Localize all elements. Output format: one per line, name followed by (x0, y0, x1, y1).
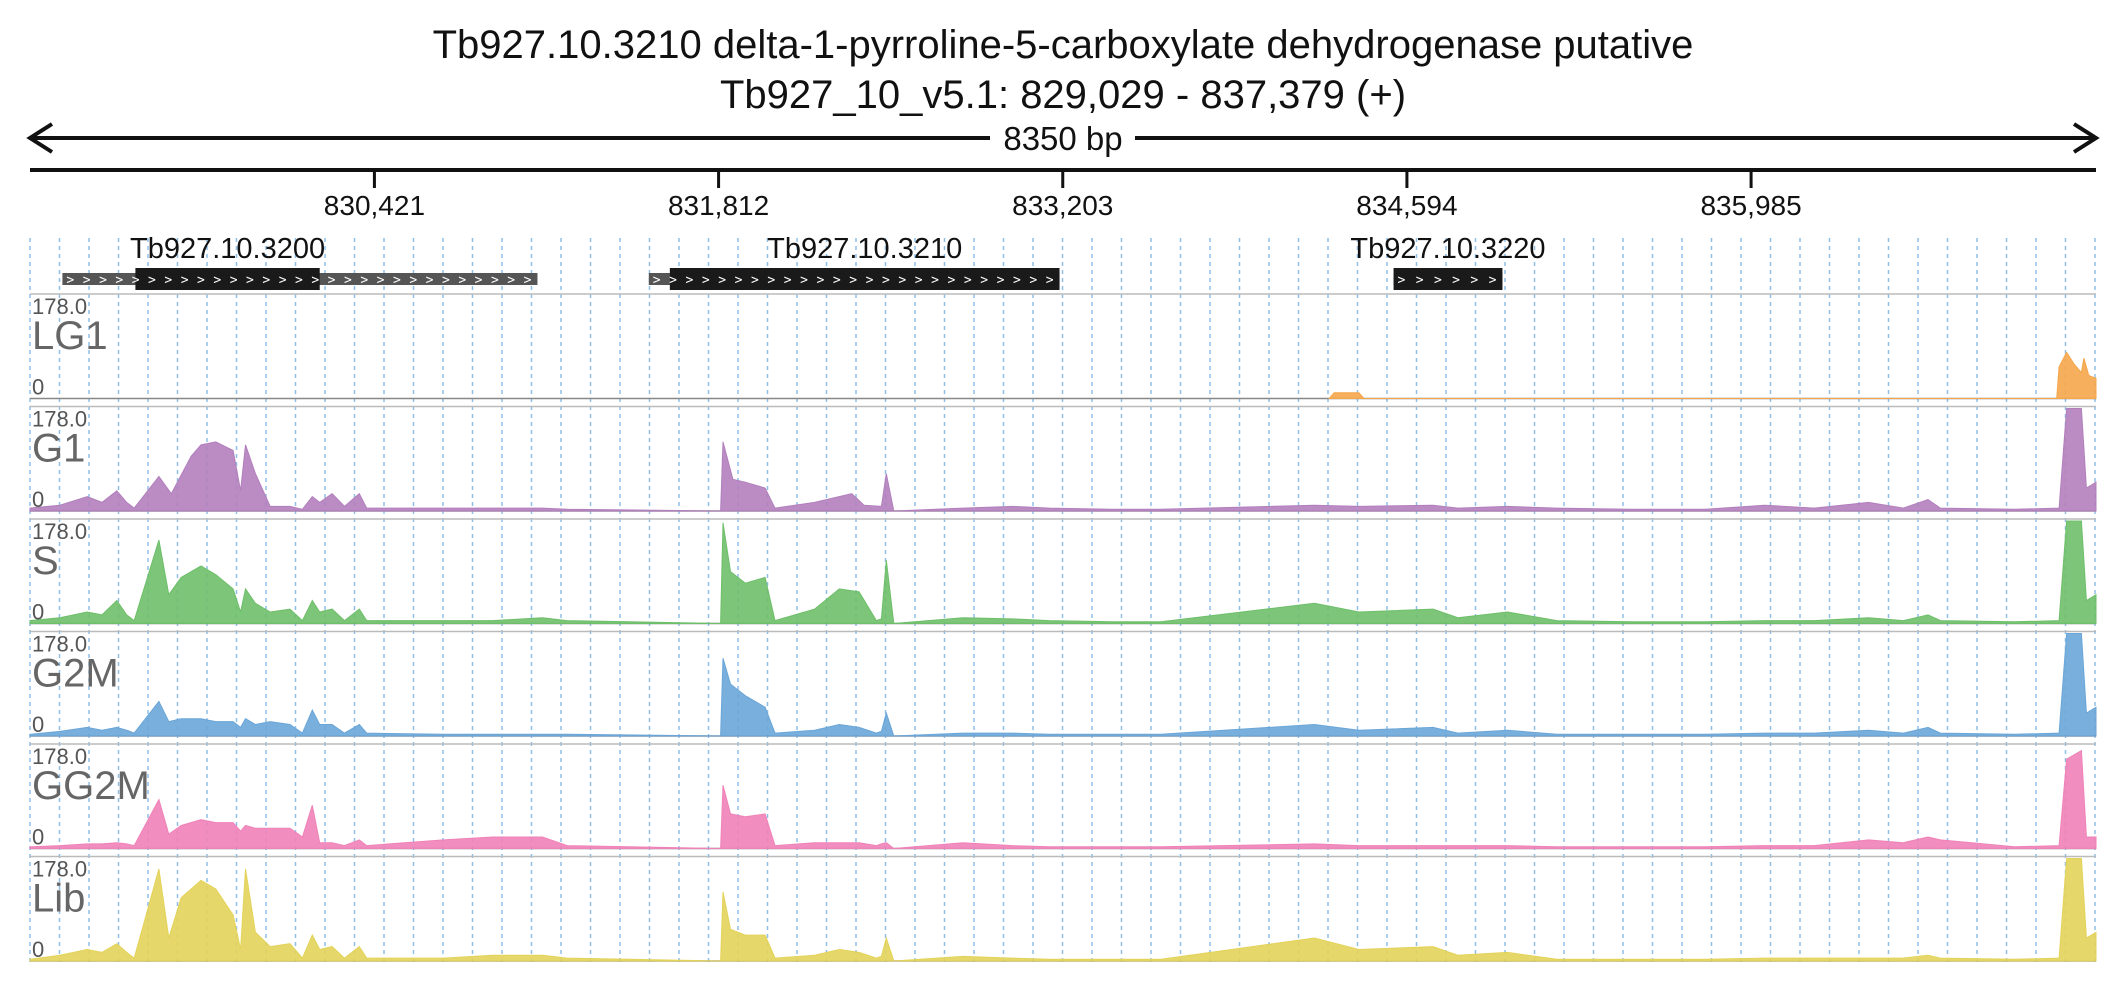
arrow-left-head (26, 122, 54, 154)
track-min-label: 0 (32, 600, 44, 625)
track-name: Lib (32, 877, 85, 921)
ruler-tick-label: 830,421 (324, 190, 425, 221)
gene-models: > > > > > > > > > > > > > > > > > > > > … (62, 233, 1546, 290)
track-min-label: 0 (32, 375, 44, 400)
gene-cds (669, 268, 1060, 290)
track-max-label: 178.0 (32, 519, 87, 544)
coverage-area-gg2m (29, 749, 2097, 850)
ruler-tick-label: 834,594 (1356, 190, 1457, 221)
track-name: G1 (32, 427, 85, 471)
ruler-tick-label: 835,985 (1700, 190, 1801, 221)
gene-label: Tb927.10.3220 (1350, 233, 1545, 265)
track-name: G2M (32, 652, 119, 696)
ruler-tick-label: 831,812 (668, 190, 769, 221)
track-name: LG1 (32, 314, 108, 358)
coverage-area-g2m (29, 633, 2097, 737)
gene-cds (135, 268, 320, 290)
arrow-right-head (2072, 122, 2100, 154)
gene-model[interactable]: > > > > > > > > > > > > > > > > > > > > … (62, 233, 538, 290)
track-name: S (32, 539, 59, 583)
coverage-area-lib (29, 858, 2097, 962)
coverage-tracks: 178.0LG10178.0G10178.0S0178.0G2M0178.0GG… (29, 293, 2097, 962)
span-arrow: 8350 bp (26, 120, 2100, 157)
track-s: 178.0S 0 (29, 518, 2097, 625)
track-max-label: 178.0 (32, 632, 87, 657)
coverage-area-s (29, 520, 2097, 625)
strand-arrows: > > > > > > (1398, 273, 1497, 288)
track-max-label: 178.0 (32, 294, 87, 319)
track-max-label: 178.0 (32, 857, 87, 882)
track-min-label: 0 (32, 937, 44, 962)
gene-cds (1393, 268, 1503, 290)
gene-model[interactable]: > > > > > > > > > > > > > > > > > > > > … (648, 233, 1060, 290)
track-min-label: 0 (32, 712, 44, 737)
chart-title: Tb927.10.3210 delta-1-pyrroline-5-carbox… (433, 23, 1694, 67)
track-max-label: 178.0 (32, 407, 87, 432)
strand-arrows: > > > > > > > > > > > > > > > > > > > > … (66, 273, 531, 288)
gene-label: Tb927.10.3210 (767, 233, 962, 265)
ruler-tick-label: 833,203 (1012, 190, 1113, 221)
track-min-label: 0 (32, 825, 44, 850)
ruler-ticks: 830,421 831,812 833,203 834,594 835,985 (324, 170, 1802, 221)
span-label: 8350 bp (1003, 120, 1122, 157)
track-min-label: 0 (32, 487, 44, 512)
strand-arrows: > > > > > > > > > > > > > > > > > > > > … (653, 273, 1054, 288)
gene-model[interactable]: > > > > > > Tb927.10.3220 (1350, 233, 1546, 290)
coverage-area-lg1 (1328, 351, 2097, 399)
coverage-area-g1 (29, 408, 2097, 512)
track-name: GG2M (32, 764, 150, 808)
track-g1: 178.0G1 0 (29, 405, 2097, 512)
track-max-label: 178.0 (32, 744, 87, 769)
gene-label: Tb927.10.3200 (130, 233, 325, 265)
chart-subtitle: Tb927_10_v5.1: 829,029 - 837,379 (+) (720, 73, 1406, 117)
